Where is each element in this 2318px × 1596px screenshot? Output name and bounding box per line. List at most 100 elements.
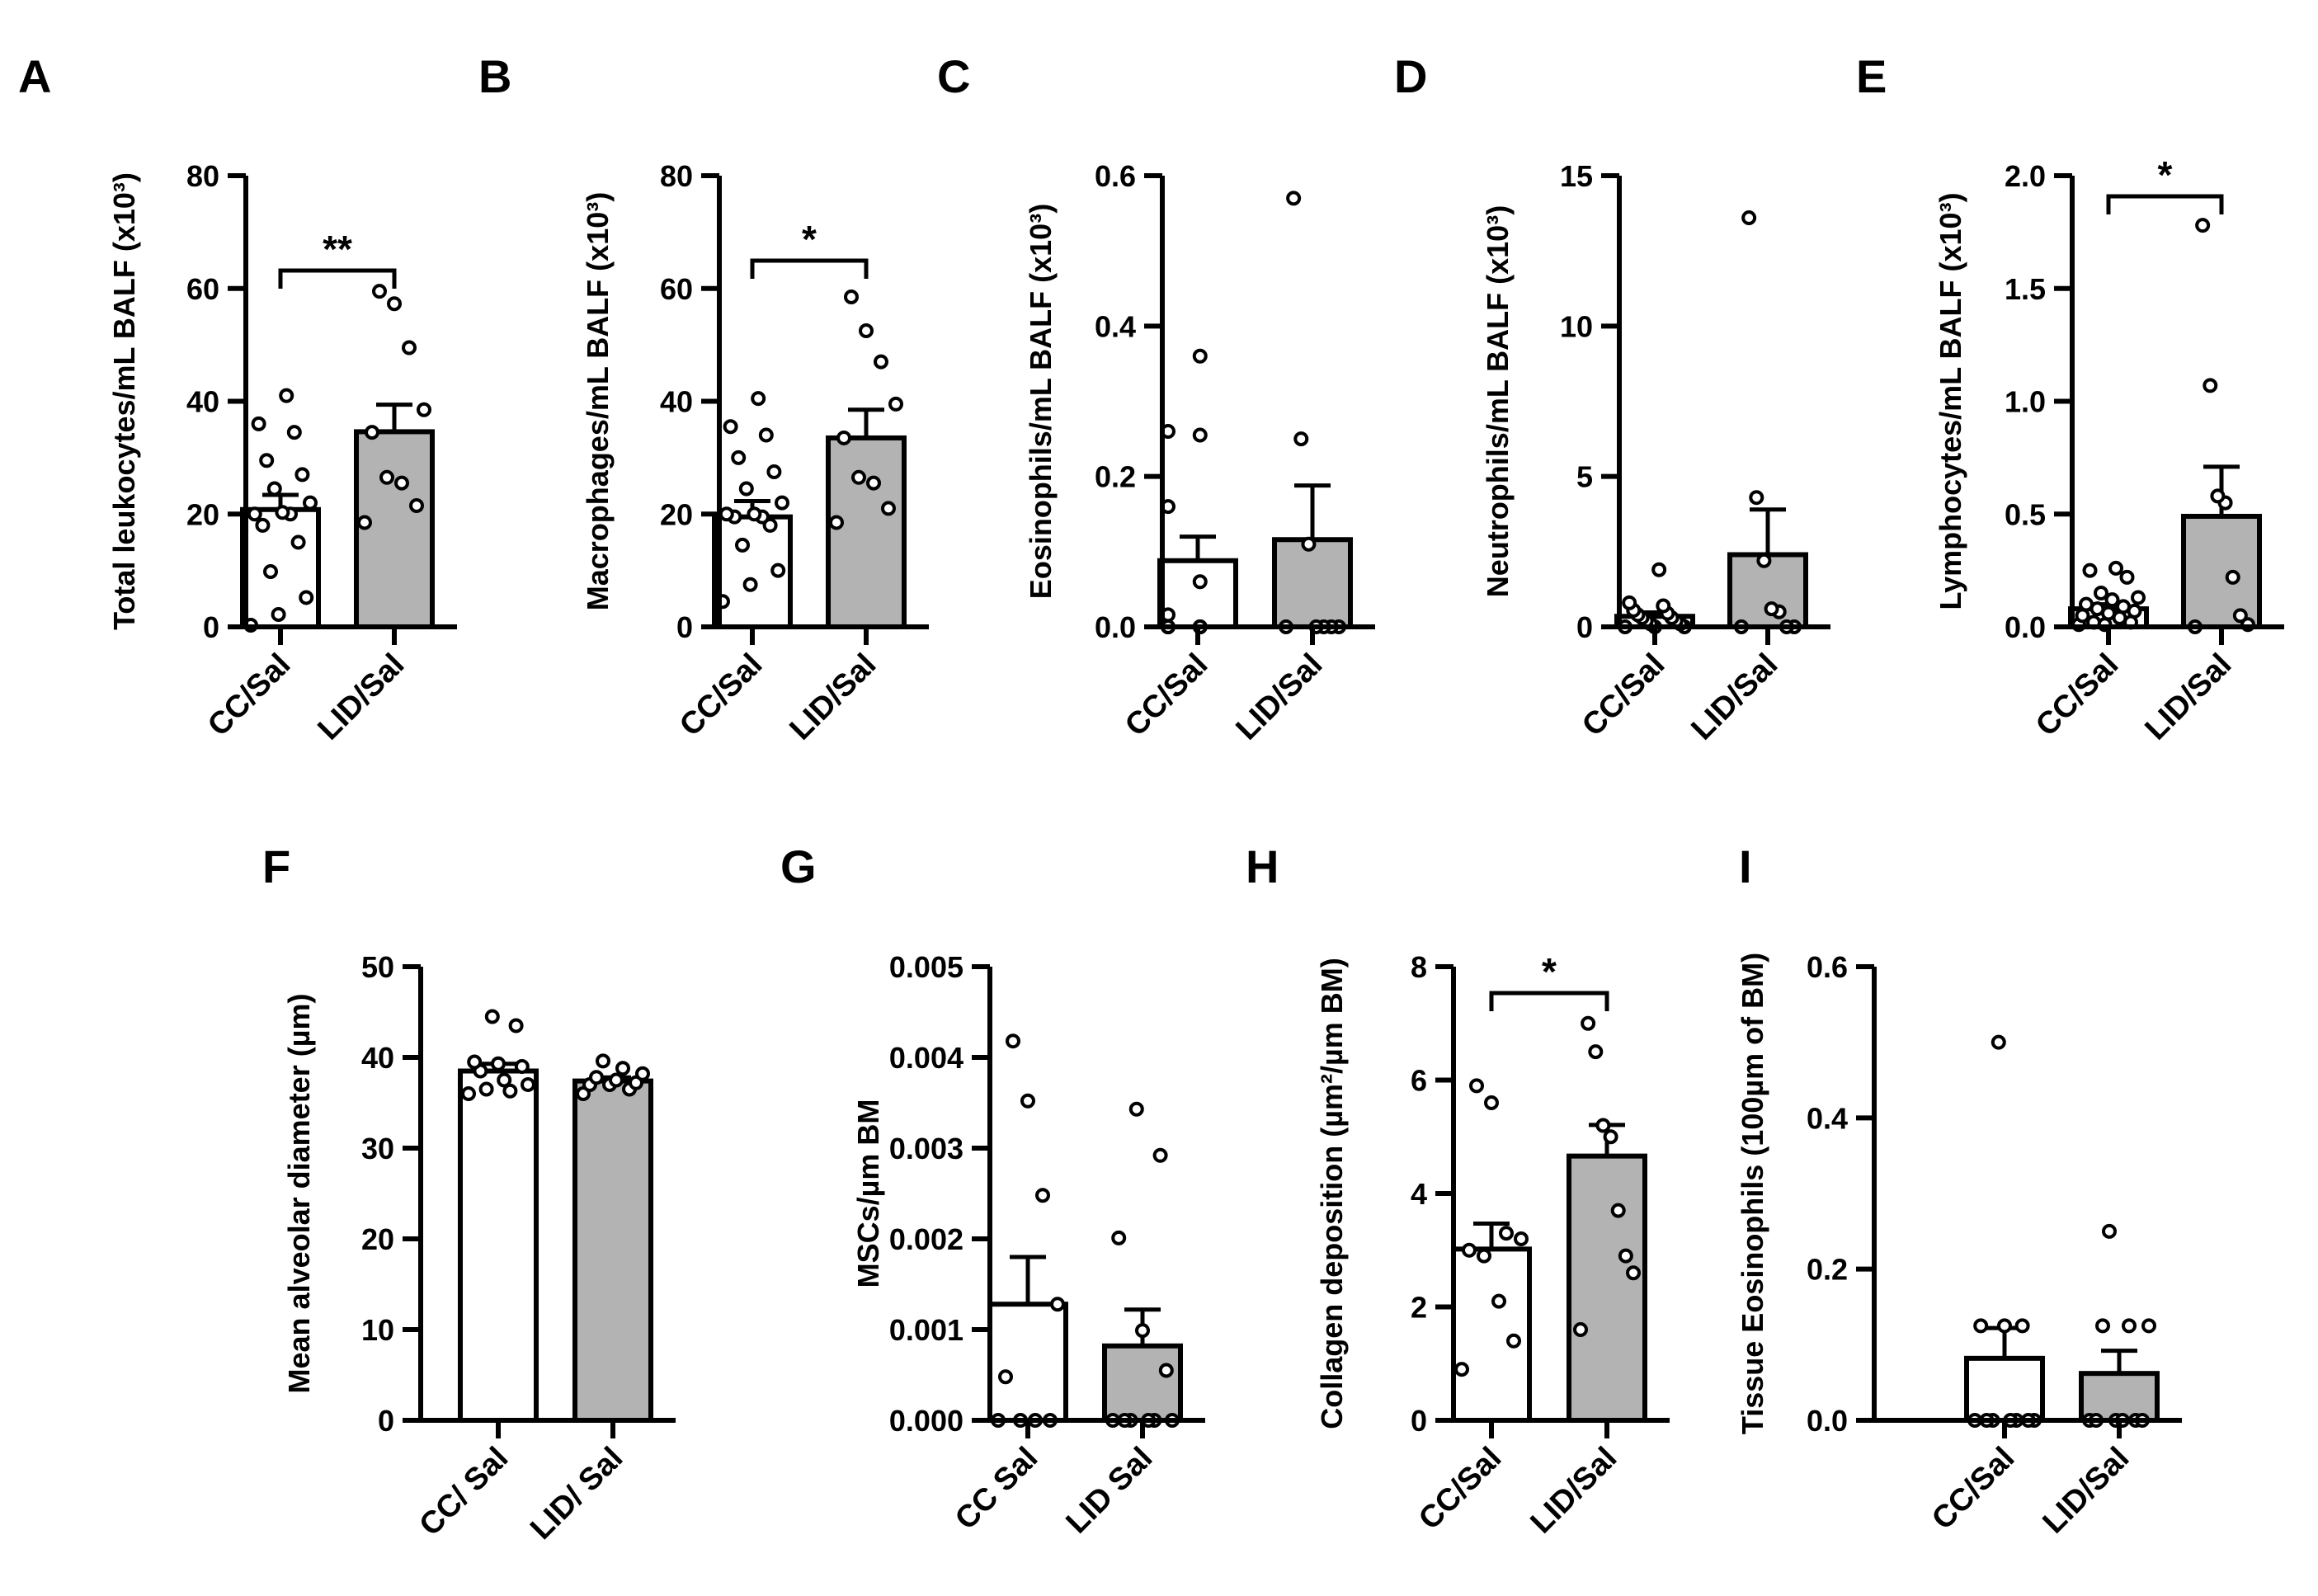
bar-treatment	[2181, 513, 2262, 629]
category-label: LID/Sal	[2139, 647, 2239, 747]
data-point	[417, 402, 431, 417]
category-label: LID/ Sal	[524, 1441, 629, 1547]
data-point	[255, 517, 271, 533]
data-point	[1158, 1363, 1174, 1378]
y-tick-label: 0.000	[889, 1404, 963, 1438]
significance-label: *	[802, 218, 817, 261]
data-point	[596, 1053, 610, 1069]
category-label: CC/Sal	[1119, 647, 1214, 743]
data-point	[998, 1369, 1013, 1385]
data-point	[1454, 1362, 1469, 1377]
data-point	[1610, 1203, 1626, 1218]
data-point	[1626, 1265, 1641, 1281]
data-point	[247, 506, 262, 522]
data-point	[266, 481, 282, 497]
data-point	[762, 517, 778, 533]
panel-f: F 0 10 20 30 40 50 CC/ Sal LID/ Sal Mean alveolar…	[262, 840, 676, 1547]
data-point	[1741, 210, 1757, 226]
data-point	[2210, 488, 2226, 504]
y-tick-label: 5	[1576, 460, 1593, 494]
y-tick-label: 50	[361, 950, 394, 984]
data-point	[1991, 1034, 2006, 1050]
y-tick-label: 0.0	[1095, 610, 1136, 644]
y-axis-title: Collagen deposition (µm²/µm BM)	[1315, 958, 1349, 1429]
data-point	[766, 464, 782, 479]
data-point	[467, 1054, 483, 1070]
data-point	[491, 1056, 506, 1071]
data-point	[2225, 569, 2240, 585]
data-point	[2104, 592, 2120, 608]
panel-letter: E	[1856, 50, 1887, 102]
data-point	[844, 290, 859, 305]
data-point	[1111, 1230, 1127, 1245]
data-point	[365, 425, 379, 440]
data-point	[2094, 585, 2108, 600]
data-point	[874, 354, 888, 370]
panel-letter: C	[937, 50, 970, 102]
significance-bracket	[278, 268, 397, 289]
y-tick-label: 0	[1411, 1404, 1427, 1438]
y-tick-label: 20	[660, 497, 693, 531]
category-label: CC/Sal	[673, 647, 769, 743]
data-point	[735, 537, 750, 553]
data-point	[829, 515, 844, 530]
data-point	[1749, 490, 1764, 506]
category-label: LID Sal	[1060, 1441, 1160, 1541]
panel-letter: D	[1394, 50, 1427, 102]
category-label: CC/Sal	[1412, 1441, 1508, 1537]
data-point	[1491, 1293, 1506, 1309]
data-point	[2119, 569, 2135, 585]
data-point	[1603, 1129, 1618, 1145]
data-point	[259, 453, 275, 468]
category-label: LID/Sal	[1230, 647, 1330, 747]
data-point	[387, 296, 402, 312]
category-label: LID/Sal	[1524, 1441, 1624, 1541]
data-point	[1152, 1147, 1168, 1163]
data-point	[1035, 1188, 1050, 1203]
y-tick-label: 0.6	[1807, 950, 1848, 984]
data-point	[402, 340, 417, 355]
bar-treatment	[1102, 1343, 1183, 1424]
y-tick-label: 20	[361, 1222, 394, 1256]
data-point	[1301, 536, 1317, 552]
category-label: LID/Sal	[2037, 1441, 2137, 1541]
data-point	[2082, 563, 2098, 578]
bar-treatment	[354, 429, 435, 629]
panel-letter: G	[780, 840, 817, 892]
data-point	[357, 515, 372, 530]
panel-letter: F	[262, 840, 290, 892]
y-tick-label: 0	[378, 1404, 394, 1438]
significance-bracket	[750, 258, 869, 279]
data-point	[484, 1009, 500, 1024]
y-tick-label: 15	[1560, 159, 1593, 193]
y-tick-label: 0.4	[1095, 309, 1136, 343]
data-point	[251, 416, 266, 431]
data-point	[1020, 1093, 1035, 1109]
data-point	[394, 475, 409, 491]
data-point	[303, 495, 318, 511]
bar-control	[1964, 1355, 2045, 1424]
significance-label: **	[323, 228, 352, 271]
data-point	[409, 497, 424, 513]
data-point	[1135, 1323, 1150, 1339]
data-point	[1618, 1248, 1633, 1264]
y-tick-label: 40	[186, 385, 219, 419]
data-point	[1050, 1297, 1065, 1312]
y-tick-label: 0.0	[1807, 1404, 1848, 1438]
y-axis-title: Neutrophils/mL BALF (x10³)	[1481, 205, 1515, 597]
data-point	[263, 563, 278, 579]
data-point	[299, 590, 314, 605]
y-tick-label: 40	[361, 1041, 394, 1075]
data-point	[514, 1059, 530, 1074]
category-label: CC/Sal	[1576, 647, 1671, 743]
data-point	[1506, 1333, 1521, 1349]
panel-a: A 0 20 40 60 80 CC/Sal LID/Sal Total leukocytes/…	[18, 50, 457, 746]
data-point	[1462, 1242, 1477, 1258]
bar-control	[1451, 1246, 1532, 1423]
bar-control	[987, 1302, 1068, 1423]
panel-c: C 0.0 0.2 0.4 0.6 CC/Sal LID/Sal Eosinophils/mL…	[937, 50, 1375, 746]
data-point	[1477, 1248, 1491, 1264]
data-point	[1756, 553, 1772, 568]
data-point	[723, 419, 738, 435]
y-tick-label: 0.005	[889, 950, 963, 984]
